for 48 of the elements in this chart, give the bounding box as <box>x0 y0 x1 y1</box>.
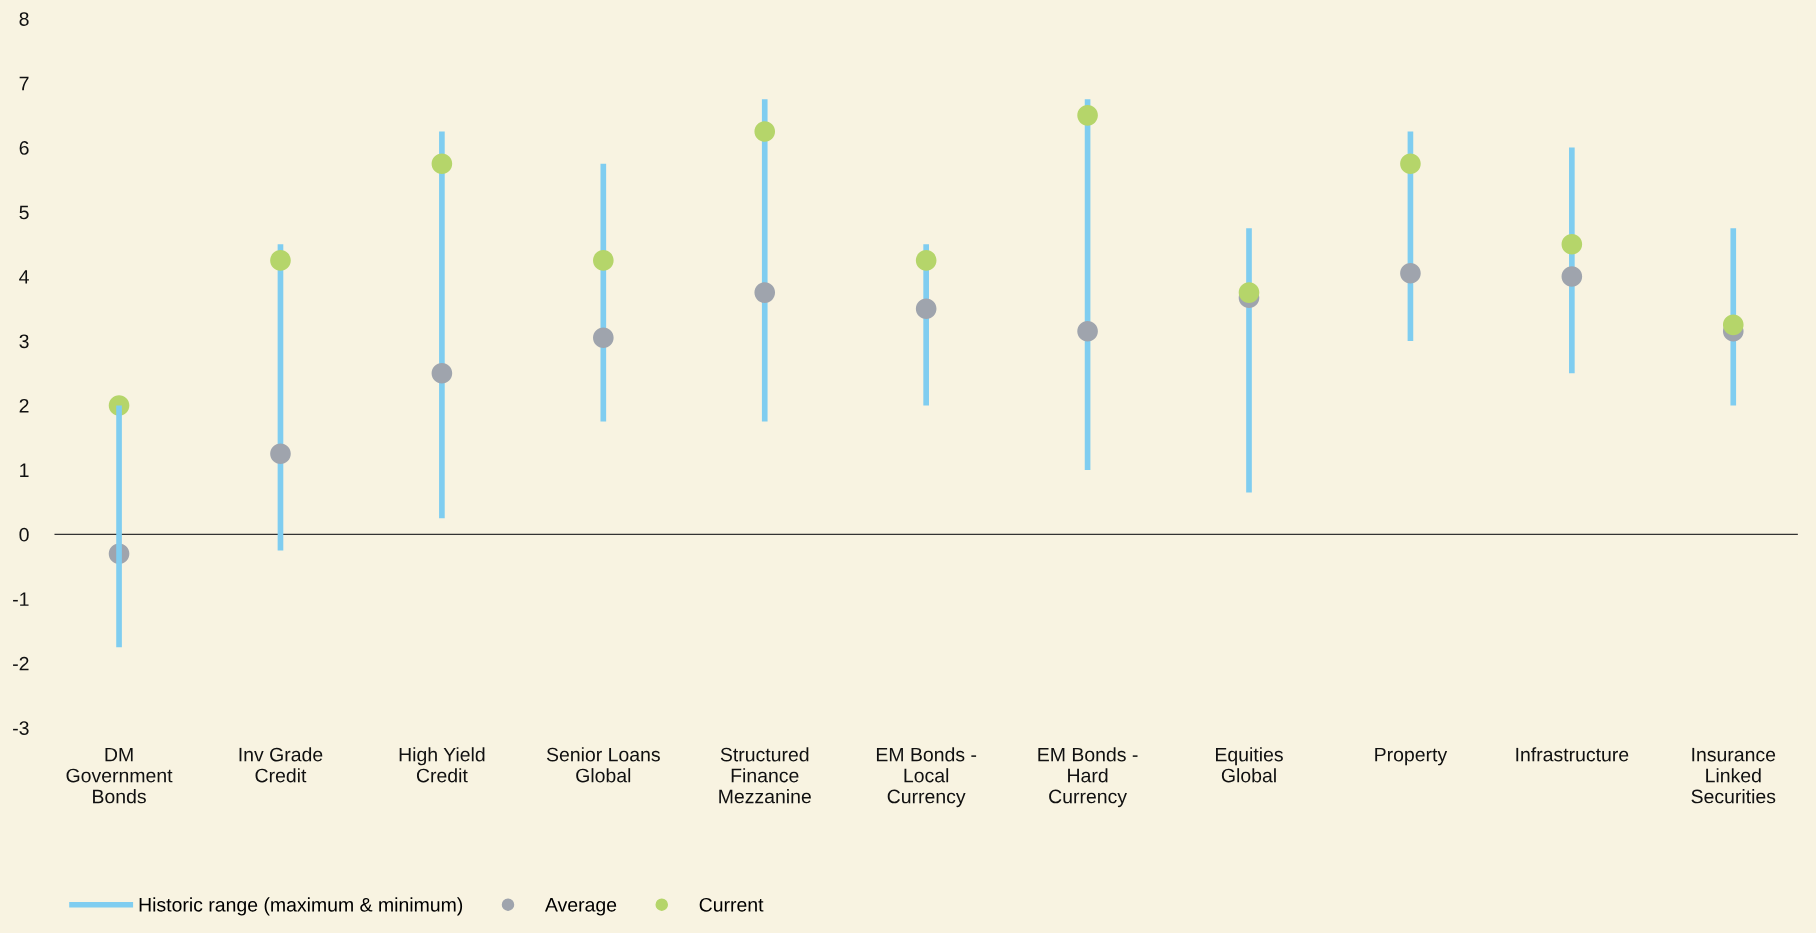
point <box>1561 233 1583 255</box>
bar <box>1246 228 1252 493</box>
x-tick-label: Senior Loans Global <box>546 747 660 783</box>
legend-label: Average <box>544 898 617 916</box>
x-tick-label: EM Bonds - Hard Currency <box>1038 747 1138 808</box>
point <box>915 298 937 320</box>
x-tick-label: Structured Finance Mezzanine <box>719 747 811 804</box>
x-tick-label: Inv Grade Credit <box>239 747 323 783</box>
y-tick-label: 8 <box>19 12 29 26</box>
legend-label: Historic range (maximum & minimum) <box>139 897 463 916</box>
y-tick-label: 5 <box>19 205 29 220</box>
x-tick-label: DM Government Bonds <box>66 747 173 804</box>
point <box>1722 314 1744 336</box>
y-tick-label: -1 <box>13 592 29 606</box>
y-tick-label: 7 <box>19 76 29 91</box>
point <box>593 250 614 271</box>
x-tick-label: Equities Global <box>1216 747 1283 783</box>
bar <box>439 131 445 519</box>
y-tick-label: -3 <box>13 721 29 735</box>
point <box>270 250 291 271</box>
x-tick-label: EM Bonds - Local Currency <box>876 747 977 808</box>
x-tick-label: Property <box>1375 747 1448 766</box>
y-tick-label: -2 <box>13 656 29 671</box>
point <box>431 153 453 174</box>
point <box>1400 262 1421 284</box>
point <box>270 443 291 465</box>
point <box>754 282 776 303</box>
point <box>1077 321 1098 342</box>
bar <box>761 99 768 422</box>
x-tick-label: High Yield Credit <box>399 747 485 783</box>
point <box>754 121 776 142</box>
point <box>915 250 937 271</box>
point <box>431 362 453 384</box>
point <box>1561 266 1583 287</box>
legend-label: Current <box>699 897 764 912</box>
y-tick-label: 4 <box>19 270 29 284</box>
point <box>1400 153 1421 174</box>
y-tick-label: 0 <box>19 527 29 542</box>
point <box>593 327 614 349</box>
point <box>1238 282 1260 303</box>
bar <box>116 405 122 648</box>
y-tick-label: 3 <box>19 334 29 349</box>
point <box>1077 105 1098 126</box>
x-tick-label: Insurance Linked Securities <box>1691 747 1776 804</box>
y-tick-label: 2 <box>19 398 29 413</box>
y-tick-label: 6 <box>19 141 29 155</box>
x-tick-label: Infrastructure <box>1516 747 1629 762</box>
y-tick-label: 1 <box>20 463 29 477</box>
